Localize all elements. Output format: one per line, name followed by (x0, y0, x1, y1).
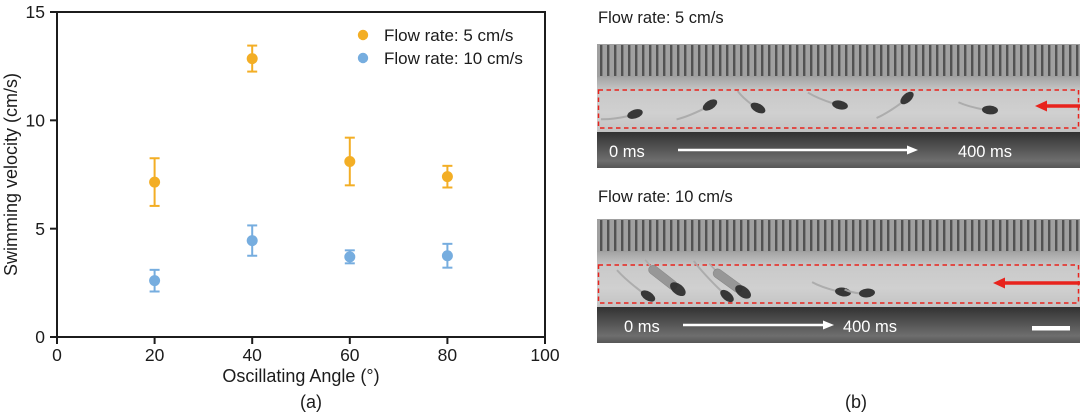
x-tick-label: 60 (340, 345, 360, 365)
data-point (246, 235, 258, 247)
swimmer-time-lapse (616, 259, 875, 303)
data-point (149, 275, 161, 287)
strip-title-5cms: Flow rate: 5 cm/s (598, 9, 724, 27)
swimmer (807, 91, 848, 110)
wall-shadow-gradient (597, 252, 1080, 266)
swimmer (708, 263, 751, 299)
swimmer (676, 99, 718, 121)
swimmer (876, 91, 914, 119)
x-axis-label: Oscillating Angle (°) (222, 366, 379, 386)
swimmer (958, 101, 998, 115)
legend-marker (357, 52, 369, 64)
panel-b-label: (b) (845, 392, 867, 412)
flow-direction-arrow (1035, 100, 1080, 112)
time-progression-arrow (678, 145, 918, 155)
series-flow-rate-5-cm-s (149, 44, 453, 207)
y-tick-label: 10 (26, 111, 46, 131)
wall-shadow-gradient (597, 77, 1080, 91)
video-frame-strip-5cms: 0 ms 400 ms (597, 44, 1080, 168)
legend-label: Flow rate: 10 cm/s (384, 49, 523, 68)
x-tick-label: 0 (52, 345, 62, 365)
video-frame-strip-10cms: 0 ms 400 ms (597, 219, 1080, 343)
caption-band (597, 307, 1080, 343)
time-end-label: 400 ms (958, 143, 1012, 161)
swimmer (692, 260, 734, 303)
y-axis-label: Swimming velocity (cm/s) (1, 73, 21, 276)
legend-marker (357, 29, 369, 41)
strip-title-10cms: Flow rate: 10 cm/s (598, 188, 733, 206)
y-tick-label: 0 (35, 327, 45, 347)
x-tick-label: 20 (145, 345, 165, 365)
data-point (441, 250, 453, 262)
x-tick-label: 40 (242, 345, 262, 365)
swimmer (600, 109, 643, 121)
swimmer (736, 90, 766, 114)
flow-channel-region (597, 91, 1080, 132)
micropillar-comb-pattern (600, 220, 1079, 251)
x-tick-label: 100 (530, 345, 559, 365)
data-point (246, 53, 258, 65)
scale-bar (1032, 326, 1070, 331)
swimmer (644, 259, 686, 297)
tracking-region-dashed-box (597, 89, 1080, 129)
legend-label: Flow rate: 5 cm/s (384, 26, 513, 45)
x-tick-label: 80 (438, 345, 458, 365)
series-flow-rate-10-cm-s (149, 224, 453, 293)
time-start-label: 0 ms (609, 143, 645, 161)
y-tick-label: 15 (26, 2, 45, 22)
time-start-label: 0 ms (624, 318, 660, 336)
swimmer (844, 288, 875, 298)
panel-a-label: (a) (300, 392, 322, 412)
data-point (344, 251, 356, 263)
flow-direction-arrow (993, 277, 1080, 289)
plot-frame (56, 11, 546, 338)
swimmer (616, 269, 656, 302)
swimmer-time-lapse (600, 90, 998, 121)
y-tick-label: 5 (35, 219, 45, 239)
time-end-label: 400 ms (843, 318, 897, 336)
data-point (149, 176, 161, 188)
time-progression-arrow (683, 320, 834, 330)
data-point (441, 171, 453, 183)
swimming-velocity-vs-angle-chart: 0 20 40 60 80 100 0 5 10 15 Oscillating Angle (°) S… (1, 2, 560, 386)
data-point (344, 156, 356, 167)
micropillar-comb-pattern (600, 45, 1079, 76)
